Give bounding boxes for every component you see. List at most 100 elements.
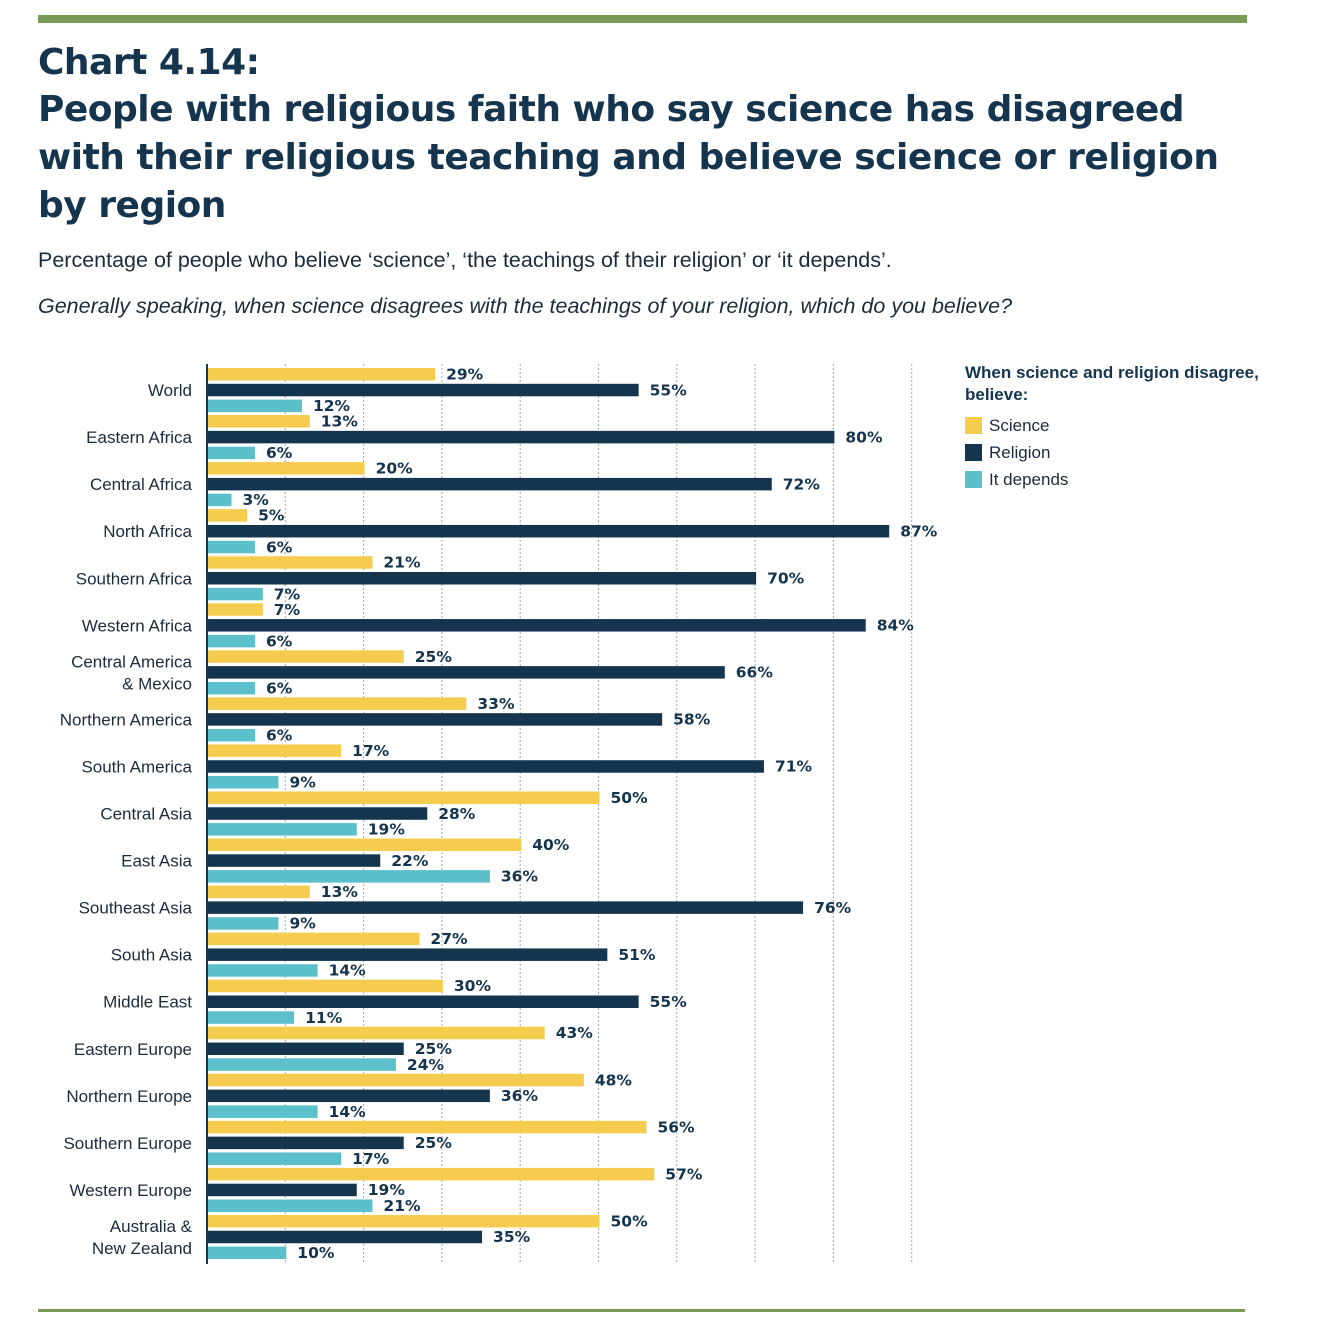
bar-religion: [208, 1136, 404, 1150]
bar-religion: [208, 760, 764, 773]
bar-it-depends: [208, 1011, 295, 1024]
category-label: Northern America: [60, 710, 193, 729]
data-label-it-depends: 12%: [313, 397, 351, 415]
data-label-science: 50%: [611, 789, 649, 807]
bar-religion: [208, 1042, 404, 1056]
bar-religion: [208, 666, 725, 679]
data-label-science: 7%: [274, 601, 301, 619]
data-label-science: 25%: [415, 648, 453, 666]
bar-religion: [208, 1183, 357, 1197]
category-label: World: [148, 381, 192, 400]
legend: When science and religion disagree, beli…: [965, 362, 1265, 493]
bar-science: [208, 603, 263, 616]
bar-science: [208, 1214, 600, 1228]
bar-science: [208, 791, 600, 804]
bottom-accent-rule: [38, 1309, 1245, 1312]
data-label-science: 27%: [430, 930, 468, 948]
category-label: Central Asia: [100, 805, 192, 824]
data-label-religion: 80%: [845, 428, 883, 446]
bar-science: [208, 932, 420, 946]
legend-item-science: Science: [965, 412, 1265, 439]
category-label: Western Africa: [82, 616, 193, 635]
legend-label-it-depends: It depends: [989, 469, 1069, 489]
bar-science: [208, 885, 310, 899]
data-label-religion: 58%: [673, 711, 711, 729]
data-label-it-depends: 24%: [407, 1056, 445, 1074]
data-label-religion: 87%: [900, 522, 938, 540]
data-label-religion: 76%: [814, 899, 852, 917]
bar-science: [208, 744, 342, 757]
bar-religion: [208, 619, 866, 632]
bar-religion: [208, 807, 428, 820]
data-label-it-depends: 3%: [242, 491, 269, 509]
bar-it-depends: [208, 1058, 396, 1071]
bar-science: [208, 1120, 647, 1134]
data-label-science: 20%: [376, 460, 414, 478]
bar-it-depends: [208, 399, 302, 413]
data-label-science: 40%: [532, 836, 570, 854]
data-label-science: 21%: [383, 554, 421, 572]
bar-science: [208, 556, 373, 569]
bar-it-depends: [208, 1199, 373, 1212]
bar-science: [208, 1167, 655, 1181]
data-label-it-depends: 36%: [501, 868, 539, 886]
chart-title: People with religious faith who say scie…: [38, 89, 1219, 226]
bar-religion: [208, 995, 639, 1008]
bar-religion: [208, 430, 835, 444]
legend-swatch-religion: [965, 444, 982, 461]
bar-religion: [208, 713, 663, 726]
category-label: Northern Europe: [66, 1087, 192, 1106]
bar-religion: [208, 572, 757, 585]
legend-swatch-it-depends: [965, 471, 982, 488]
legend-item-religion: Religion: [965, 439, 1265, 466]
data-label-it-depends: 6%: [266, 538, 293, 556]
bar-it-depends: [208, 1152, 342, 1165]
data-label-it-depends: 11%: [305, 1009, 343, 1027]
bar-it-depends: [208, 917, 279, 930]
bar-science: [208, 368, 436, 381]
data-label-science: 33%: [477, 695, 515, 713]
data-label-religion: 19%: [368, 1181, 406, 1199]
bar-religion: [208, 948, 608, 961]
data-label-religion: 36%: [501, 1087, 539, 1105]
category-label: East Asia: [121, 852, 192, 871]
bar-it-depends: [208, 728, 255, 742]
data-label-science: 30%: [454, 977, 492, 995]
data-label-religion: 28%: [438, 805, 476, 823]
legend-label-religion: Religion: [989, 442, 1051, 462]
data-label-it-depends: 14%: [329, 1103, 367, 1121]
data-label-science: 50%: [611, 1212, 649, 1230]
category-label: Central Africa: [90, 475, 193, 494]
data-label-science: 13%: [321, 413, 359, 431]
category-label: Southern Africa: [76, 569, 193, 588]
bar-religion: [208, 854, 381, 867]
data-label-it-depends: 6%: [266, 444, 293, 462]
data-label-religion: 35%: [493, 1228, 531, 1246]
bar-it-depends: [208, 964, 318, 977]
data-label-it-depends: 9%: [289, 915, 316, 933]
data-label-religion: 66%: [736, 664, 774, 682]
data-label-science: 56%: [657, 1118, 695, 1136]
data-label-religion: 55%: [650, 993, 688, 1011]
data-label-science: 29%: [446, 366, 484, 384]
data-label-it-depends: 7%: [274, 585, 301, 603]
bar-religion: [208, 383, 639, 397]
data-label-religion: 72%: [783, 475, 821, 493]
data-label-it-depends: 6%: [266, 632, 293, 650]
bar-it-depends: [208, 1105, 318, 1118]
bar-science: [208, 979, 443, 993]
category-label: Eastern Africa: [86, 428, 192, 447]
bar-religion: [208, 1089, 490, 1103]
category-label: South America: [81, 757, 192, 776]
bar-it-depends: [208, 587, 263, 601]
bar-science: [208, 1073, 584, 1087]
data-label-it-depends: 19%: [368, 821, 406, 839]
data-label-religion: 25%: [415, 1040, 453, 1058]
bar-religion: [208, 477, 772, 491]
legend-item-it-depends: It depends: [965, 466, 1265, 493]
bar-it-depends: [208, 493, 232, 507]
bar-science: [208, 462, 365, 475]
data-label-science: 5%: [258, 507, 285, 525]
category-label: Middle East: [103, 993, 192, 1012]
